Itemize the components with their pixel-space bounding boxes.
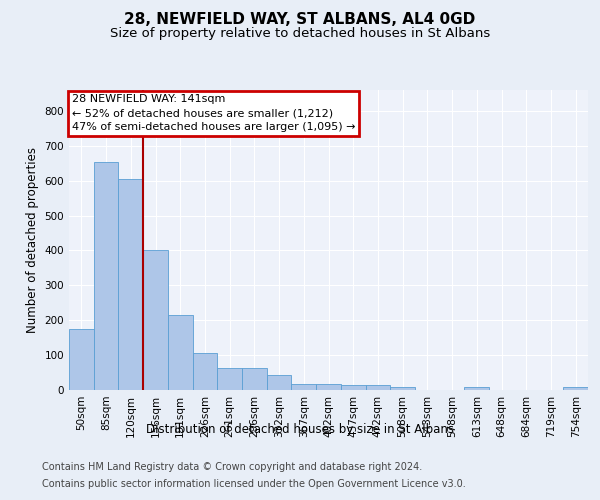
Bar <box>193 352 217 390</box>
Bar <box>168 315 193 390</box>
Bar <box>94 162 118 390</box>
Bar <box>365 385 390 390</box>
Bar <box>267 374 292 390</box>
Bar <box>143 250 168 390</box>
Bar <box>242 368 267 390</box>
Text: Contains HM Land Registry data © Crown copyright and database right 2024.: Contains HM Land Registry data © Crown c… <box>42 462 422 472</box>
Bar <box>563 387 588 390</box>
Bar <box>390 387 415 390</box>
Bar <box>292 384 316 390</box>
Text: Contains public sector information licensed under the Open Government Licence v3: Contains public sector information licen… <box>42 479 466 489</box>
Bar <box>316 384 341 390</box>
Text: 28 NEWFIELD WAY: 141sqm
← 52% of detached houses are smaller (1,212)
47% of semi: 28 NEWFIELD WAY: 141sqm ← 52% of detache… <box>71 94 355 132</box>
Text: Distribution of detached houses by size in St Albans: Distribution of detached houses by size … <box>146 422 454 436</box>
Bar <box>217 368 242 390</box>
Bar <box>69 329 94 390</box>
Text: 28, NEWFIELD WAY, ST ALBANS, AL4 0GD: 28, NEWFIELD WAY, ST ALBANS, AL4 0GD <box>124 12 476 28</box>
Y-axis label: Number of detached properties: Number of detached properties <box>26 147 39 333</box>
Text: Size of property relative to detached houses in St Albans: Size of property relative to detached ho… <box>110 28 490 40</box>
Bar <box>118 179 143 390</box>
Bar <box>464 387 489 390</box>
Bar <box>341 385 365 390</box>
